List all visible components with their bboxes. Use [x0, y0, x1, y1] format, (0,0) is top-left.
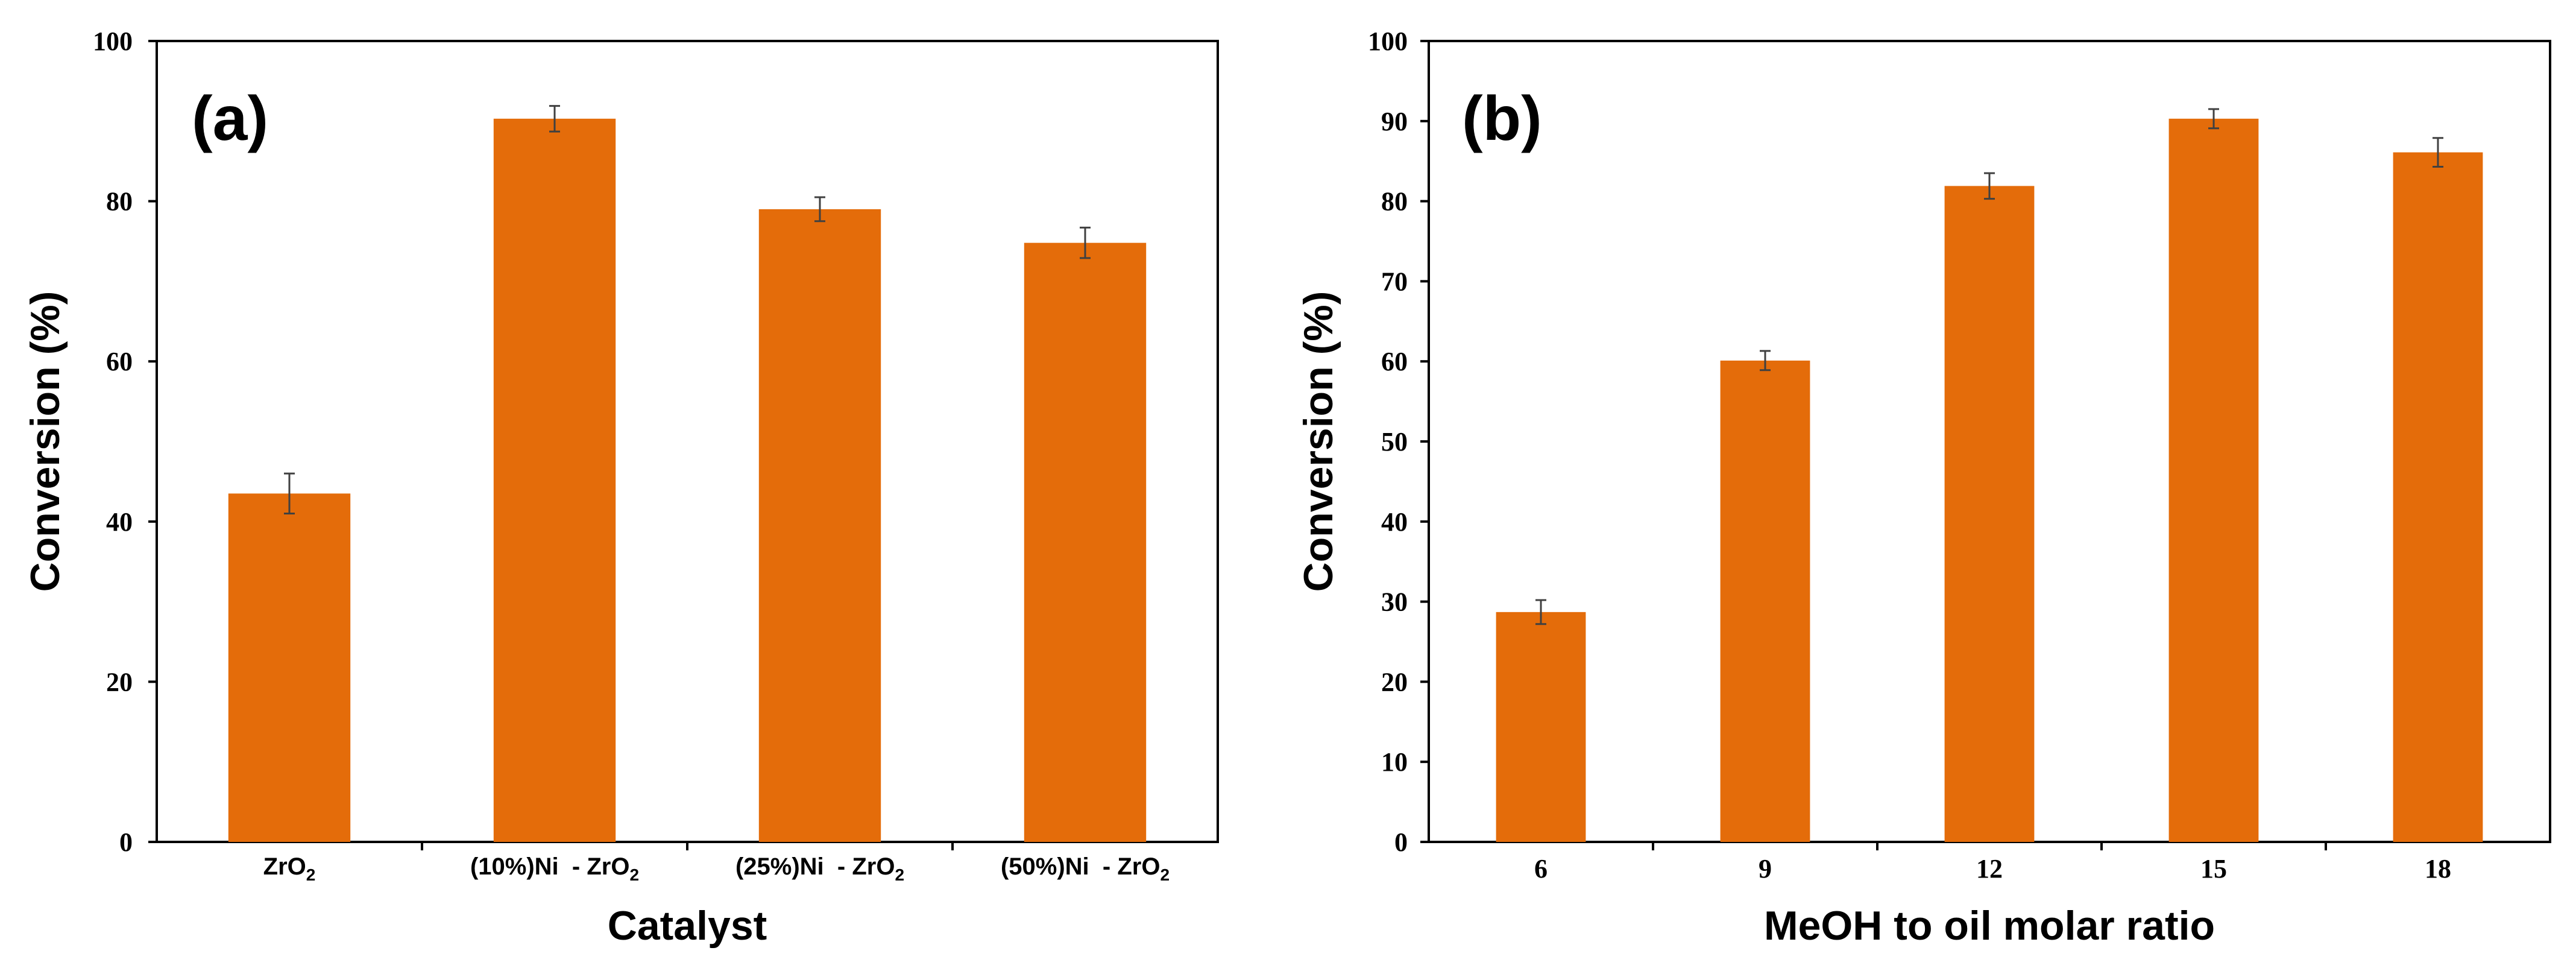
x-tick-label: 18: [2425, 854, 2451, 884]
x-tick-label-subscript: 2: [629, 865, 639, 884]
y-tick-label: 60: [106, 347, 133, 376]
y-axis-title: Conversion (%): [1296, 291, 1341, 592]
y-tick-label: 10: [1381, 747, 1408, 777]
bar: [2393, 152, 2483, 842]
bar: [2168, 118, 2259, 842]
y-axis-title: Conversion (%): [22, 291, 68, 592]
x-tick-label: (10%)Ni - ZrO2: [470, 853, 639, 884]
bar-series: [228, 105, 1147, 842]
y-tick-label: 20: [106, 667, 133, 697]
x-axis: ZrO2 (10%)Ni - ZrO2 (25%)Ni - ZrO2 (50%)Ni …: [263, 842, 1170, 884]
x-tick-label: 15: [2200, 854, 2227, 884]
x-tick-label-base: (10%)Ni - ZrO: [470, 853, 629, 880]
y-tick-label: 40: [1381, 507, 1408, 537]
x-tick-label: 9: [1759, 854, 1772, 884]
y-tick-label: 60: [1381, 347, 1408, 376]
x-axis: 6 9 12 15 18: [1534, 842, 2451, 884]
x-tick-label: ZrO2: [263, 853, 316, 884]
bar: [1024, 242, 1147, 842]
y-tick-label: 0: [119, 827, 133, 857]
panel-label: (a): [192, 84, 268, 154]
y-axis: 0 10 20 30 40 50 60 70 80 90 100: [1368, 27, 1429, 857]
panel-label: (b): [1462, 84, 1542, 154]
x-tick-label: (50%)Ni - ZrO2: [1001, 853, 1170, 884]
y-tick-label: 30: [1381, 587, 1408, 617]
bar: [1496, 612, 1586, 842]
x-tick-label-base: (25%)Ni - ZrO: [735, 853, 895, 880]
x-axis-title: MeOH to oil molar ratio: [1764, 903, 2215, 949]
bar: [758, 209, 881, 842]
y-tick-label: 50: [1381, 427, 1408, 457]
x-tick-label-subscript: 2: [1160, 865, 1170, 884]
y-tick-label: 70: [1381, 267, 1408, 296]
bar: [1720, 360, 1810, 842]
x-tick-label-base: ZrO: [263, 853, 306, 880]
y-tick-label: 0: [1394, 827, 1408, 857]
x-axis-title: Catalyst: [608, 903, 767, 949]
y-axis: 0 20 40 60 80 100: [93, 27, 157, 857]
x-tick-label-subscript: 2: [895, 865, 904, 884]
chart-panel-b: 0 10 20 30 40 50 60 70 80 90 100 6 9 12 15 18 (b) MeOH…: [1296, 27, 2551, 949]
x-tick-label-base: (50%)Ni - ZrO: [1001, 853, 1160, 880]
bar: [493, 118, 616, 842]
x-tick-label-subscript: 2: [306, 865, 316, 884]
y-tick-label: 20: [1381, 667, 1408, 697]
bar: [1944, 186, 2035, 842]
bar: [228, 493, 351, 842]
x-tick-label: 12: [1976, 854, 2003, 884]
y-tick-label: 80: [106, 187, 133, 217]
y-tick-label: 100: [93, 27, 133, 56]
bar-series: [1496, 108, 2483, 842]
x-tick-label: (25%)Ni - ZrO2: [735, 853, 904, 884]
y-tick-label: 100: [1368, 27, 1408, 56]
y-tick-label: 80: [1381, 187, 1408, 217]
y-tick-label: 40: [106, 507, 133, 537]
x-tick-label: 6: [1534, 854, 1548, 884]
y-tick-label: 90: [1381, 107, 1408, 136]
